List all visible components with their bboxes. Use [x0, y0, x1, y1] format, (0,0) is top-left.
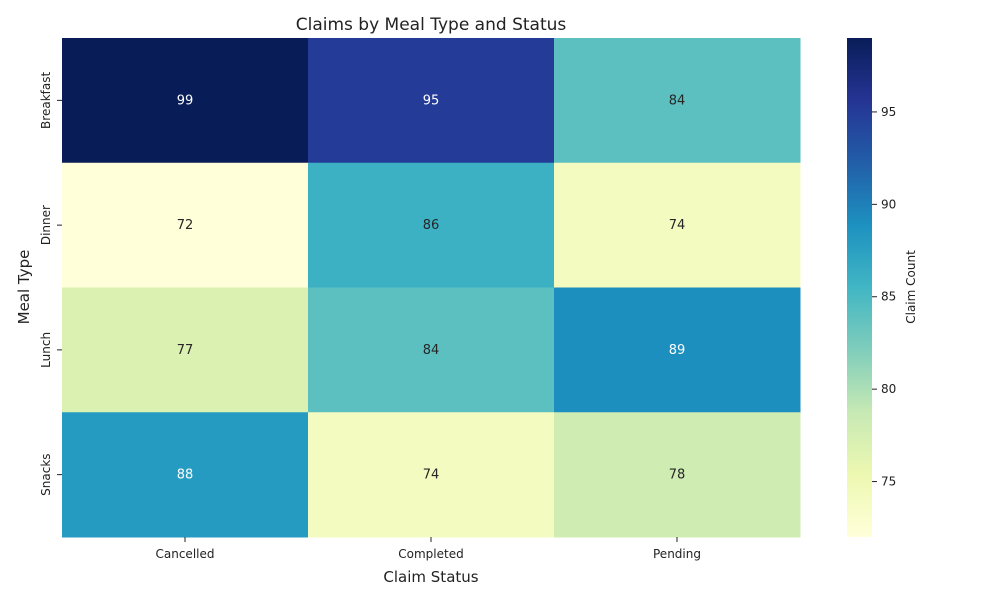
colorbar-tick-label: 95	[881, 105, 896, 119]
heatmap-cell	[62, 162, 309, 288]
y-tick-label: Snacks	[39, 453, 53, 495]
cell-value-label: 84	[669, 93, 686, 108]
chart-title: Claims by Meal Type and Status	[296, 15, 567, 35]
x-tick-label: Cancelled	[156, 547, 215, 561]
heatmap-cell	[308, 162, 555, 288]
heatmap-cell	[62, 38, 309, 164]
y-axis-label: Meal Type	[15, 250, 33, 325]
x-tick-label: Pending	[653, 547, 701, 561]
heatmap-cell	[554, 287, 801, 413]
x-tick-label: Completed	[398, 547, 463, 561]
cell-value-label: 88	[177, 468, 194, 483]
y-tick-label: Lunch	[39, 332, 53, 368]
cell-value-label: 99	[177, 93, 194, 108]
heatmap-cell	[308, 38, 555, 164]
heatmap-cells: 99 95 84 72 86 74 77 84 89 88 74 78	[62, 38, 801, 538]
heatmap-cell	[308, 412, 555, 538]
colorbar: 75 80 85 90 95 Claim Count	[847, 38, 918, 537]
cell-value-label: 78	[669, 468, 686, 483]
cell-value-label: 86	[423, 218, 440, 233]
heatmap-cell	[554, 162, 801, 288]
colorbar-label: Claim Count	[904, 250, 918, 324]
heatmap-cell	[62, 287, 309, 413]
x-axis-ticks: Cancelled Completed Pending	[156, 537, 701, 561]
cell-value-label: 74	[669, 218, 686, 233]
heatmap-cell	[554, 412, 801, 538]
cell-value-label: 77	[177, 343, 194, 358]
colorbar-tick-label: 85	[881, 290, 896, 304]
colorbar-tick-label: 80	[881, 382, 896, 396]
colorbar-tick-label: 75	[881, 475, 896, 489]
y-tick-label: Dinner	[39, 205, 53, 245]
colorbar-ticks: 75 80 85 90 95	[872, 105, 896, 489]
heatmap-cell	[554, 38, 801, 164]
colorbar-tick-label: 90	[881, 197, 896, 211]
heatmap-cell	[308, 287, 555, 413]
cell-value-label: 74	[423, 468, 440, 483]
cell-value-label: 72	[177, 218, 194, 233]
cell-value-label: 84	[423, 343, 440, 358]
colorbar-gradient	[847, 38, 872, 537]
y-axis-ticks: Breakfast Dinner Lunch Snacks	[39, 72, 62, 496]
heatmap-cell	[62, 412, 309, 538]
x-axis-label: Claim Status	[383, 568, 478, 586]
cell-value-label: 95	[423, 93, 440, 108]
y-tick-label: Breakfast	[39, 72, 53, 129]
cell-value-label: 89	[669, 343, 686, 358]
